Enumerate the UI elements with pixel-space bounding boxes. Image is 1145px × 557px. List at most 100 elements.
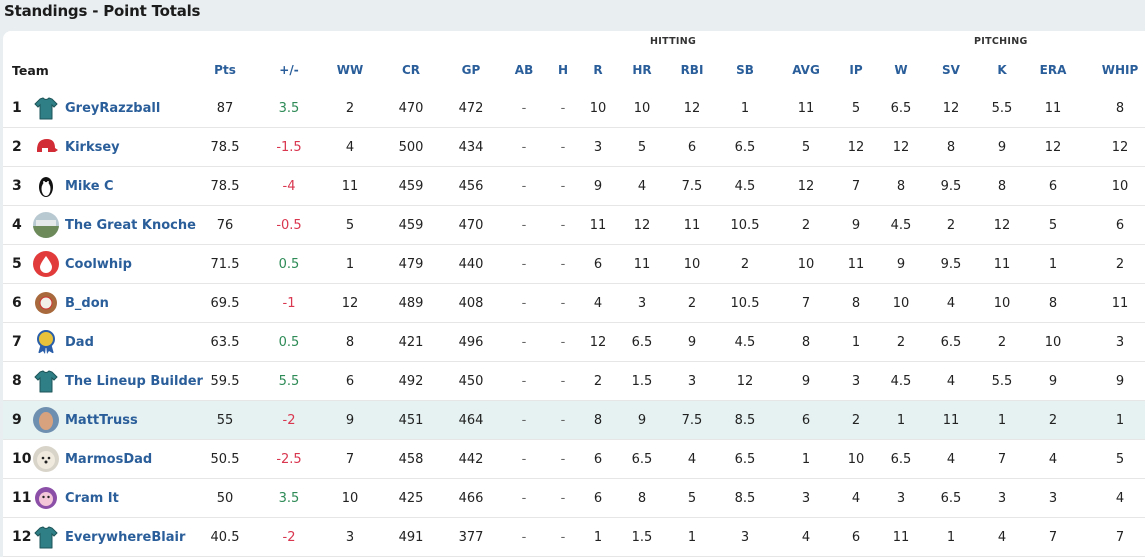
col-header-r[interactable]: R — [593, 63, 603, 77]
table-row[interactable]: 4 The Great Knoche 76 -0.5 5 459 470 - - 11 12 11 10… — [3, 206, 1145, 245]
cell-w: 2 — [896, 334, 906, 350]
cell-avg: 9 — [801, 373, 811, 389]
cell-rbi: 9 — [687, 334, 697, 350]
cell-pm: 3.5 — [278, 490, 300, 506]
team-name-link[interactable]: Mike C — [65, 178, 114, 194]
col-header-ww[interactable]: WW — [336, 63, 364, 77]
cell-ab: - — [521, 295, 527, 311]
col-header-ip[interactable]: IP — [849, 63, 863, 77]
team-name-link[interactable]: Dad — [65, 334, 94, 350]
team-name-link[interactable]: Kirksey — [65, 139, 120, 155]
table-row[interactable]: 2 Kirksey 78.5 -1.5 4 500 434 - - 3 5 6 6.5 5 12 12 8 9 12… — [3, 128, 1145, 167]
cell-rbi: 12 — [683, 100, 701, 116]
cell-pm: -2 — [282, 529, 296, 545]
rank: 4 — [12, 217, 22, 233]
team-name-link[interactable]: MattTruss — [65, 412, 138, 428]
team-name-link[interactable]: The Lineup Builder — [65, 373, 203, 389]
cell-whip: 10 — [1111, 178, 1129, 194]
cell-whip: 2 — [1115, 256, 1125, 272]
cell-h: - — [560, 139, 566, 155]
cell-sb: 8.5 — [734, 490, 756, 506]
cell-sv: 4 — [946, 295, 956, 311]
rank: 1 — [12, 100, 22, 116]
col-header-h[interactable]: H — [557, 63, 569, 77]
col-header-gp[interactable]: GP — [461, 63, 481, 77]
col-header-cr[interactable]: CR — [401, 63, 421, 77]
cell-h: - — [560, 490, 566, 506]
jersey-icon — [33, 368, 59, 394]
table-header: Team Pts +/- WW CR GP AB H R HR RBI SB AVG IP W SV K ERA W… — [3, 51, 1145, 90]
cell-pts: 78.5 — [210, 139, 240, 155]
col-header-w[interactable]: W — [894, 63, 908, 77]
col-header-pm[interactable]: +/- — [279, 63, 299, 77]
team-name-link[interactable]: Coolwhip — [65, 256, 132, 272]
cell-era: 6 — [1048, 178, 1058, 194]
cell-whip: 12 — [1111, 139, 1129, 155]
table-row[interactable]: 6 B_don 69.5 -1 12 489 408 - - 4 3 2 10.5 7 8 10 4 10 8 11 — [3, 284, 1145, 323]
cell-w: 3 — [896, 490, 906, 506]
col-header-sv[interactable]: SV — [942, 63, 960, 77]
col-header-sb[interactable]: SB — [736, 63, 754, 77]
cell-hr: 1.5 — [631, 373, 653, 389]
table-row[interactable]: 11 Cram It 50 3.5 10 425 466 - - 6 8 5 8.5 3 4 3 6.5 3 3 4 — [3, 479, 1145, 518]
col-header-ab[interactable]: AB — [514, 63, 534, 77]
table-row[interactable]: 5 Coolwhip 71.5 0.5 1 479 440 - - 6 11 10 2 10 11 9 9.5 1… — [3, 245, 1145, 284]
team-name-link[interactable]: GreyRazzball — [65, 100, 161, 116]
col-header-k[interactable]: K — [997, 63, 1007, 77]
cell-k: 5.5 — [991, 100, 1013, 116]
col-header-whip[interactable]: WHIP — [1101, 63, 1139, 77]
cell-r: 6 — [593, 490, 603, 506]
cell-ab: - — [521, 490, 527, 506]
penguin-icon — [33, 173, 59, 199]
rank: 9 — [12, 412, 22, 428]
group-label-pitching: PITCHING — [974, 36, 1028, 47]
cell-w: 1 — [896, 412, 906, 428]
table-row[interactable]: 7 Dad 63.5 0.5 8 421 496- -12 6.5 9 4.5 8 1 2 6.5 2 10 3 — [3, 323, 1145, 362]
cell-h: - — [560, 373, 566, 389]
col-header-team[interactable]: Team — [12, 62, 49, 78]
cell-era: 11 — [1044, 100, 1062, 116]
cell-cr: 470 — [398, 100, 424, 116]
cell-ip: 3 — [851, 373, 861, 389]
team-name-link[interactable]: B_don — [65, 295, 109, 311]
title-bar: Standings - Point Totals — [0, 0, 1145, 31]
cell-ip: 11 — [847, 256, 865, 272]
col-header-rbi[interactable]: RBI — [680, 63, 704, 77]
cell-ww: 6 — [345, 373, 355, 389]
team-name-link[interactable]: MarmosDad — [65, 451, 153, 467]
rank: 11 — [12, 490, 32, 506]
team-name-link[interactable]: Cram It — [65, 490, 119, 506]
cell-ip: 6 — [851, 529, 861, 545]
cell-w: 4.5 — [890, 373, 912, 389]
col-header-pts[interactable]: Pts — [214, 63, 236, 77]
rank: 10 — [12, 451, 32, 467]
cell-ab: - — [521, 256, 527, 272]
stadium-photo-icon — [33, 212, 59, 238]
cell-h: - — [560, 217, 566, 233]
col-header-era[interactable]: ERA — [1039, 63, 1067, 77]
table-row[interactable]: 12 EverywhereBlair 40.5 -2 3 491 377 - - 1 1.5 1 3 4 6… — [3, 518, 1145, 557]
cell-ww: 4 — [345, 139, 355, 155]
cell-ab: - — [521, 139, 527, 155]
table-row[interactable]: 9 MattTruss 55 -2 9 451 464- -8 9 7.5 8.5 6 2 1 11 1 2 1 — [3, 401, 1145, 440]
cell-h: - — [560, 100, 566, 116]
table-row[interactable]: 10 MarmosDad 50.5 -2.5 7 458 442 - - 6 6.5 4 6.5 1 10 6… — [3, 440, 1145, 479]
team-name-link[interactable]: EverywhereBlair — [65, 529, 186, 545]
cell-gp: 377 — [458, 529, 484, 545]
cell-pm: 0.5 — [278, 334, 300, 350]
cell-w: 6.5 — [890, 100, 912, 116]
cell-gp: 496 — [458, 334, 484, 350]
team-name-link[interactable]: The Great Knoche — [65, 217, 196, 233]
dog-photo-icon — [33, 446, 59, 472]
col-header-hr[interactable]: HR — [632, 63, 652, 77]
cell-gp: 440 — [458, 256, 484, 272]
cell-hr: 9 — [637, 412, 647, 428]
col-header-avg[interactable]: AVG — [792, 63, 820, 77]
standings-table: HITTING PITCHING Team Pts +/- WW CR GP AB H R HR R… — [3, 31, 1145, 557]
table-row[interactable]: 8 The Lineup Builder 59.5 5.5 6 492 450 - - 2 1.5 3… — [3, 362, 1145, 401]
table-row[interactable]: 1 GreyRazzball 87 3.5 2 470 472- -10 10 12 1 11 5 6.5… — [3, 89, 1145, 128]
table-row[interactable]: 3 Mike C 78.5 -4 11 459 456 - - 9 4 7.5 4.5 12 7 8 9.5 8 6… — [3, 167, 1145, 206]
cell-cr: 489 — [398, 295, 424, 311]
cell-rbi: 10 — [683, 256, 701, 272]
cell-r: 4 — [593, 295, 603, 311]
